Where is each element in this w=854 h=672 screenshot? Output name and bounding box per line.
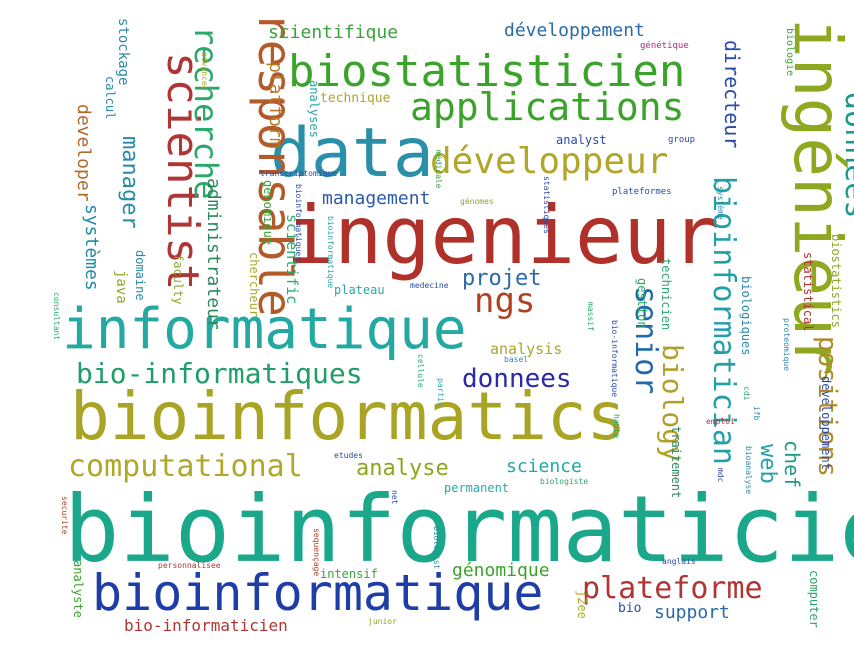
word-informatique: informatique (62, 297, 467, 362)
word-analyste: analyste (71, 560, 85, 618)
word-bio: bio (618, 601, 642, 616)
word-basel: basel (504, 355, 529, 364)
word-scientifique: scientifique (268, 22, 399, 43)
word-developpement-accent: développement (504, 20, 645, 41)
word-bioinformatiques: bioinformatiques (294, 184, 303, 262)
word-bio-informaticien: bio-informaticien (124, 616, 288, 635)
word-web: web (755, 444, 780, 484)
word-plateau: plateau (334, 283, 385, 297)
word-analysis: analysis (490, 340, 563, 358)
word-personnalisee: personnalisee (158, 561, 221, 570)
word-biostatisticien: biostatisticien (288, 46, 686, 97)
word-group: group (668, 135, 696, 145)
word-net: net (390, 490, 399, 505)
word-mdc: mdc (716, 468, 725, 483)
word-management: management (322, 188, 431, 209)
word-partir: partir (436, 378, 445, 407)
word-gestion: gestion (635, 278, 649, 329)
word-bio-informatique: bio-informatique (610, 320, 619, 398)
word-plateformes: plateformes (612, 187, 672, 197)
word-applications: applications (410, 85, 685, 129)
word-directeur: directeur (720, 40, 744, 149)
word-traitement: traitement (669, 426, 683, 499)
word-biologist: biologist (432, 526, 441, 570)
word-bioinformaticien: bioinformaticien (64, 476, 854, 583)
word-sequencage: sequençage (312, 528, 321, 577)
word-ngs: ngs (474, 281, 536, 321)
word-proteomique: proteomique (782, 318, 791, 371)
word-securite: securite (60, 496, 69, 535)
word-technique: technique (320, 91, 391, 106)
word-permanent: permanent (444, 481, 510, 495)
word-etudes: etudes (334, 451, 363, 460)
word-support: support (654, 602, 730, 623)
word-chercheur: chercheur (247, 252, 261, 318)
word-ifb: ifb (752, 406, 761, 421)
word-statistical: statistical (801, 252, 815, 332)
word-statistiques: statistiques (542, 176, 551, 234)
word-developpeur: développeur (430, 141, 669, 182)
word-medecine: medecine (410, 281, 449, 290)
word-computational: computational (68, 449, 303, 484)
word-donnees: donnees (462, 364, 572, 394)
word-domaine: domaine (133, 250, 147, 301)
word-emploi: emploi (706, 417, 735, 426)
word-haute: haute (612, 414, 621, 439)
word-analyst: analyst (556, 133, 607, 147)
word-analyse: analyse (356, 456, 449, 481)
word-advanced: advanced (200, 52, 209, 91)
word-anglais: anglais (662, 557, 696, 566)
word-analyses: analyses (307, 80, 321, 138)
word-administrateur: administrateur (203, 178, 224, 330)
word-transcriptomique: transcriptomique (260, 169, 338, 178)
word-j2ee: j2ee (575, 590, 589, 619)
word-plateforme: plateforme (582, 571, 763, 606)
word-developpement: developpement (819, 376, 833, 470)
word-faculty: faculty (171, 254, 185, 305)
word-cdi: cdi (742, 386, 751, 401)
word-bioinformatics: bioinformatics (70, 378, 627, 455)
word-stockage: stockage (115, 18, 131, 86)
word-genetique: génétique (640, 41, 689, 51)
word-bioanalyse: bioanalyse (744, 446, 753, 495)
word-genomique-plain: genomique (261, 180, 275, 246)
word-intensif: intensif (320, 567, 378, 581)
word-platform: platform (265, 62, 286, 149)
word-biologie: biologie (784, 28, 795, 77)
word-science: science (506, 456, 582, 477)
word-bio-informatiques: bio-informatiques (76, 357, 363, 390)
word-systemes: systèmes (81, 204, 102, 291)
word-chef: chef (780, 440, 804, 489)
word-data: data (270, 114, 434, 193)
word-biologiste: biologiste (540, 477, 589, 486)
word-donnees-accent: données (838, 92, 854, 219)
word-manager: manager (117, 136, 142, 229)
word-ingenieur: ingenieur (286, 189, 720, 282)
word-genomes: génomes (460, 197, 494, 206)
word-calcul: calcul (103, 76, 117, 120)
word-biologies: biologiques (739, 276, 753, 356)
word-massif: massif (586, 302, 595, 331)
word-junior: junior (368, 617, 397, 626)
word-bioinformatique-small: bioinformatique (326, 216, 335, 289)
word-consultant: consultant (52, 292, 61, 341)
word-genomique: génomique (452, 560, 550, 581)
word-technicien: technicien (659, 258, 673, 331)
word-projet: projet (462, 266, 542, 291)
word-bioinformatique: bioinformatique (92, 564, 544, 622)
word-java: java (113, 270, 129, 304)
word-systeme: système (716, 186, 725, 220)
word-computer: computer (807, 570, 821, 628)
word-developer: developer (73, 104, 94, 202)
word-medicale: médicale (434, 150, 443, 189)
word-cellule: cellule (416, 354, 425, 388)
word-biostatistics: biostatistics (829, 234, 843, 328)
